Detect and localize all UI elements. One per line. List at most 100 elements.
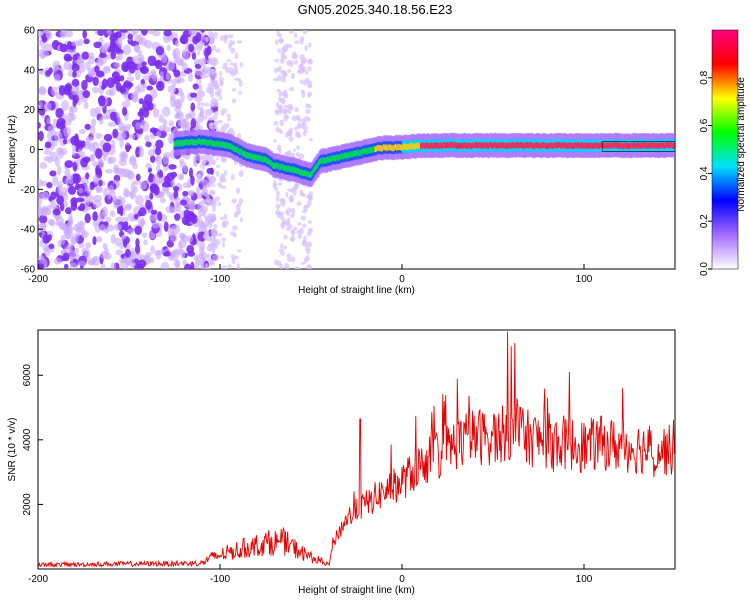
noise-blob xyxy=(155,46,165,56)
noise-blob xyxy=(41,36,48,43)
noise-blob xyxy=(220,255,225,260)
noise-blob xyxy=(64,160,74,169)
noise-blob xyxy=(298,153,305,160)
noise-blob xyxy=(226,117,232,122)
noise-blob xyxy=(168,120,174,127)
noise-blob xyxy=(78,187,84,194)
noise-blob xyxy=(98,95,106,107)
noise-blob xyxy=(215,48,221,53)
noise-blob xyxy=(180,248,186,259)
noise-blob xyxy=(160,52,168,64)
noise-blob xyxy=(223,213,228,221)
ridge-peak xyxy=(674,142,675,149)
noise-blob xyxy=(125,144,132,150)
noise-blob xyxy=(135,238,140,247)
noise-blob xyxy=(75,197,85,203)
noise-blob xyxy=(285,210,289,214)
noise-blob xyxy=(61,147,68,156)
snr-x-axis-label: Height of straight line (km) xyxy=(298,585,415,596)
noise-blob xyxy=(54,156,61,167)
noise-blob xyxy=(188,30,197,36)
noise-blob xyxy=(171,78,177,88)
noise-blob xyxy=(104,247,109,255)
noise-blob xyxy=(230,47,236,54)
noise-blob xyxy=(121,100,131,108)
noise-blob xyxy=(73,223,79,232)
noise-blob xyxy=(187,251,196,257)
noise-blob xyxy=(134,34,141,43)
noise-blob xyxy=(163,30,172,37)
noise-blob xyxy=(106,77,115,89)
noise-blob xyxy=(157,211,163,222)
noise-blob xyxy=(38,214,48,224)
noise-blob xyxy=(205,217,209,222)
noise-blob xyxy=(188,190,195,197)
noise-blob xyxy=(219,216,225,221)
noise-blob xyxy=(216,170,220,178)
noise-blob xyxy=(219,184,223,189)
noise-blob xyxy=(197,100,201,105)
noise-blob xyxy=(54,131,63,142)
noise-blob xyxy=(195,186,201,196)
noise-blob xyxy=(285,132,289,139)
noise-blob xyxy=(280,91,286,97)
noise-blob xyxy=(134,225,142,235)
noise-blob xyxy=(113,62,121,68)
noise-blob xyxy=(166,44,171,51)
noise-blob xyxy=(207,222,213,229)
noise-blob xyxy=(198,126,204,130)
noise-blob xyxy=(195,32,202,43)
noise-blob xyxy=(72,70,77,78)
noise-blob xyxy=(131,30,136,37)
noise-blob xyxy=(135,173,141,182)
noise-blob xyxy=(170,255,177,262)
y-tick-label: 20 xyxy=(24,105,36,116)
noise-blob xyxy=(63,263,69,269)
noise-blob xyxy=(38,222,47,234)
noise-blob xyxy=(307,66,312,72)
noise-blob xyxy=(130,247,135,259)
noise-blob xyxy=(150,209,158,215)
noise-blob xyxy=(239,62,244,68)
noise-blob xyxy=(169,232,178,243)
snr-frame xyxy=(37,329,676,570)
noise-blob xyxy=(221,237,227,242)
noise-blob xyxy=(123,204,132,212)
noise-blob xyxy=(95,132,103,139)
noise-blob xyxy=(233,68,239,75)
noise-blob xyxy=(213,122,217,129)
noise-blob xyxy=(208,178,213,185)
noise-blob xyxy=(72,161,78,172)
noise-blob xyxy=(70,135,80,146)
noise-blob xyxy=(180,172,185,181)
noise-blob xyxy=(85,242,92,249)
noise-blob xyxy=(126,228,135,235)
noise-blob xyxy=(52,60,61,69)
noise-blob xyxy=(201,57,207,65)
noise-blob xyxy=(182,182,192,189)
noise-blob xyxy=(283,245,287,250)
noise-blob xyxy=(66,174,75,185)
noise-blob xyxy=(278,248,284,253)
noise-blob xyxy=(66,243,73,251)
noise-blob xyxy=(295,183,299,188)
noise-blob xyxy=(307,91,312,97)
noise-blob xyxy=(139,207,147,217)
noise-blob xyxy=(276,260,282,267)
noise-blob xyxy=(305,103,309,108)
noise-blob xyxy=(98,52,107,59)
noise-blob xyxy=(123,221,129,227)
noise-blob xyxy=(294,106,299,113)
noise-blob xyxy=(69,105,78,113)
noise-blob xyxy=(106,30,112,35)
noise-blob xyxy=(145,199,152,210)
noise-blob xyxy=(147,55,157,67)
noise-blob xyxy=(127,33,133,40)
noise-blob xyxy=(308,191,314,195)
noise-blob xyxy=(149,127,158,134)
noise-blob xyxy=(157,81,162,88)
noise-blob xyxy=(142,100,151,112)
noise-blob xyxy=(165,72,171,81)
noise-blob xyxy=(43,155,50,162)
noise-blob xyxy=(50,191,57,200)
